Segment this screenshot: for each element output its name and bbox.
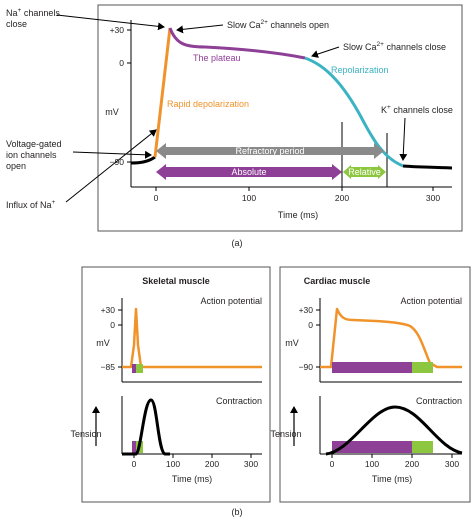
slow-ca-close-charge: 2+ (377, 41, 385, 48)
skeletal-ytick-30: +30 (101, 305, 116, 315)
panel-a-xtick-100: 100 (242, 193, 256, 203)
plateau-curve (168, 27, 306, 60)
cardiac-xtick-0: 0 (330, 459, 335, 469)
na-close-line2: close (6, 19, 27, 29)
cardiac-ytick-90: −90 (299, 362, 314, 372)
cardiac-contraction-absolute-bar (332, 441, 412, 453)
cardiac-relative-bar (412, 362, 433, 373)
skeletal-contraction-absolute-bar (132, 441, 136, 453)
refractory-period-arrow (156, 143, 384, 159)
panel-a-xlabel: Time (ms) (278, 210, 318, 220)
cardiac-xlabel: Time (ms) (372, 474, 412, 484)
skeletal-xtick-200: 200 (205, 459, 219, 469)
panel-a-xtick-200: 200 (335, 193, 349, 203)
cardiac-title: Cardiac muscle (304, 276, 371, 286)
slow-ca-close-text: channels close (384, 42, 446, 52)
refractory-period-label: Refractory period (235, 146, 304, 156)
voltage-gated-pointer (72, 150, 152, 159)
k-close-ion: K (381, 105, 387, 115)
k-close-label: K+ channels close (381, 104, 453, 115)
relative-label: Relative (348, 167, 381, 177)
cardiac-panel-frame (279, 266, 471, 503)
slow-ca-open-text: channels open (268, 20, 329, 30)
cardiac-ap-curve (320, 307, 462, 369)
voltage-gated-line1: Voltage-gated (6, 139, 62, 149)
cardiac-ytick-0: 0 (308, 320, 313, 330)
voltage-gated-line3: open (6, 161, 26, 171)
influx-charge: + (52, 199, 56, 206)
na-close-pointer (56, 14, 165, 31)
repolarization-label: Repolarization (331, 65, 389, 75)
panel-a-ytick-90: −90 (110, 157, 125, 167)
repolarization-curve (304, 56, 404, 168)
panel-a-ytick-30: +30 (110, 25, 125, 35)
slow-ca-close-pointer (311, 46, 340, 58)
absolute-label: Absolute (231, 167, 266, 177)
skeletal-ap-ylabel: mV (96, 338, 110, 348)
skeletal-panel-frame (81, 266, 271, 503)
na-close-ion: Na (6, 8, 18, 18)
skeletal-title: Skeletal muscle (142, 276, 210, 286)
influx-label: Influx of Na+ (6, 199, 56, 210)
k-close-charge: + (387, 104, 391, 111)
cardiac-tension-label: Tension (270, 429, 301, 439)
skeletal-ytick-0: 0 (110, 320, 115, 330)
caption-b: (b) (232, 507, 243, 517)
skeletal-absolute-bar (132, 364, 136, 373)
skeletal-xlabel: Time (ms) (172, 474, 212, 484)
panel-a-ylabel: mV (105, 107, 119, 117)
resting-after-curve (402, 164, 453, 170)
slow-ca-open-pointer (176, 24, 224, 34)
rapid-depolarization-label: Rapid depolarization (167, 99, 249, 109)
relative-refractory-arrow (343, 165, 386, 179)
slow-ca-close-label: Slow Ca2+ channels close (343, 41, 446, 52)
resting-potential-curve (130, 155, 156, 165)
skeletal-ap-label: Action potential (200, 296, 262, 306)
influx-pointer (65, 129, 157, 203)
panel-a-frame (97, 4, 463, 232)
slow-ca-open-ion: Slow Ca (227, 20, 261, 30)
voltage-gated-line2: ion channels (6, 150, 57, 160)
skeletal-contraction-label: Contraction (216, 396, 262, 406)
na-close-text: channels (21, 8, 60, 18)
absolute-refractory-arrow (156, 164, 342, 180)
panel-a-xtick-300: 300 (426, 193, 440, 203)
skeletal-relative-bar (136, 364, 143, 373)
rapid-depolarization-curve (153, 27, 172, 158)
influx-text: Influx of Na (6, 200, 52, 210)
cardiac-absolute-bar (332, 362, 412, 373)
cardiac-ap-ylabel: mV (285, 338, 299, 348)
skeletal-xtick-0: 0 (132, 459, 137, 469)
k-close-text: channels close (391, 105, 453, 115)
cardiac-xtick-100: 100 (365, 459, 379, 469)
cardiac-contraction-curve (325, 405, 463, 456)
cardiac-contraction-relative-bar (412, 441, 433, 453)
cardiac-ap-label: Action potential (400, 296, 462, 306)
skeletal-ytick-85: −85 (101, 362, 116, 372)
k-close-pointer (399, 117, 408, 161)
cardiac-xtick-300: 300 (445, 459, 459, 469)
voltage-gated-label: Voltage-gated ion channels open (6, 139, 64, 171)
slow-ca-open-label: Slow Ca2+ channels open (227, 19, 329, 30)
cardiac-contraction-label: Contraction (416, 396, 462, 406)
slow-ca-close-ion: Slow Ca (343, 42, 377, 52)
skeletal-xtick-300: 300 (244, 459, 258, 469)
panel-a-xtick-0: 0 (154, 193, 159, 203)
cardiac-xtick-200: 200 (405, 459, 419, 469)
slow-ca-open-charge: 2+ (261, 19, 269, 26)
skeletal-xtick-100: 100 (166, 459, 180, 469)
cardiac-ytick-30: +30 (299, 305, 314, 315)
caption-a: (a) (232, 238, 243, 248)
na-close-charge: + (18, 7, 22, 14)
plateau-label: The plateau (193, 53, 241, 63)
na-close-label: Na+ channels close (6, 7, 62, 29)
skeletal-contraction-curve (122, 398, 170, 456)
panel-a-ytick-0: 0 (119, 58, 124, 68)
skeletal-tension-label: Tension (70, 429, 101, 439)
